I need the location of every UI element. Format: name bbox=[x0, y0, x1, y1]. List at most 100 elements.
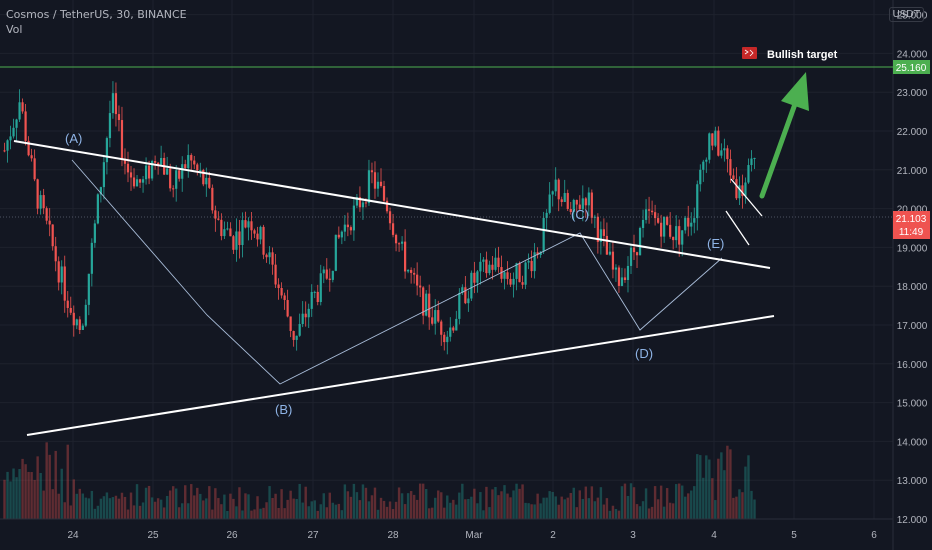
volume-bar bbox=[509, 497, 512, 519]
volume-bar bbox=[732, 497, 735, 519]
candle-body bbox=[283, 295, 286, 301]
volume-bar bbox=[45, 442, 48, 519]
volume-bar bbox=[431, 507, 434, 519]
volume-bar bbox=[479, 492, 482, 519]
candle-body bbox=[650, 210, 654, 213]
candle-body bbox=[422, 287, 425, 316]
candle-body bbox=[160, 157, 163, 165]
volume-bar bbox=[289, 490, 292, 519]
volume-bar bbox=[259, 508, 262, 519]
volume-bar bbox=[647, 508, 651, 519]
candle-body bbox=[614, 267, 618, 270]
volume-bar bbox=[720, 452, 723, 519]
candle-body bbox=[608, 251, 612, 255]
time-axis-labels: 24 25 26 27 28 Mar 2 3 4 5 6 bbox=[67, 530, 877, 541]
lower-trendline[interactable] bbox=[26, 315, 775, 436]
candle-body bbox=[90, 242, 93, 274]
symbol-title[interactable]: Cosmos / TetherUS, 30, BINANCE bbox=[6, 8, 187, 21]
candle-body bbox=[304, 313, 307, 318]
volume-bar bbox=[247, 494, 250, 519]
volume-bar bbox=[78, 488, 82, 519]
candle-body bbox=[256, 233, 259, 240]
volume-bar bbox=[153, 501, 157, 519]
candle-body bbox=[702, 161, 705, 170]
candle-body bbox=[449, 327, 452, 337]
candle-body bbox=[515, 263, 518, 279]
volume-bar bbox=[123, 496, 127, 519]
volume-bar bbox=[361, 484, 365, 519]
candle-body bbox=[244, 220, 247, 228]
volume-bar bbox=[735, 496, 738, 519]
volume-bar bbox=[503, 485, 506, 519]
volume-bar bbox=[12, 468, 15, 519]
candle-body bbox=[587, 192, 590, 206]
volume-indicator-label[interactable]: Vol bbox=[6, 23, 23, 36]
candle-body bbox=[96, 194, 99, 224]
candle-body bbox=[584, 198, 587, 206]
current-price-label: 21.103 bbox=[896, 214, 927, 225]
wave-path[interactable] bbox=[71, 159, 723, 385]
candle-body bbox=[461, 287, 464, 293]
volume-bar bbox=[470, 496, 473, 519]
candle-body bbox=[416, 274, 419, 286]
bullish-arrow[interactable] bbox=[759, 72, 809, 199]
candle-body bbox=[102, 162, 106, 188]
flag-upper-line[interactable] bbox=[730, 178, 763, 217]
volume-bar bbox=[741, 492, 744, 519]
volume-bar bbox=[331, 502, 335, 519]
volume-bar bbox=[253, 509, 256, 519]
volume-bar bbox=[464, 499, 467, 519]
candle-body bbox=[620, 277, 624, 286]
candle-body bbox=[141, 179, 145, 183]
volume-bar bbox=[729, 449, 732, 519]
candle-body bbox=[259, 226, 262, 240]
candle-body bbox=[6, 140, 9, 151]
candle-body bbox=[717, 130, 720, 156]
volume-bar bbox=[271, 497, 274, 519]
candle-body bbox=[87, 273, 90, 305]
candle-body bbox=[187, 155, 190, 169]
volume-bar bbox=[726, 445, 729, 519]
price-tick-label: 21.000 bbox=[897, 166, 928, 177]
currency-unit-badge[interactable]: USDT bbox=[888, 7, 924, 22]
volume-bar bbox=[24, 464, 27, 519]
volume-bar bbox=[427, 508, 431, 519]
volume-bar bbox=[632, 487, 636, 519]
volume-bar bbox=[364, 487, 368, 519]
volume-bar bbox=[575, 507, 578, 519]
candle-body bbox=[675, 226, 678, 241]
candle-body bbox=[63, 266, 66, 301]
candle-body bbox=[446, 336, 449, 343]
volume-bar bbox=[235, 506, 238, 519]
candle-body bbox=[367, 170, 371, 204]
volume-bar bbox=[262, 507, 265, 519]
volume-bar bbox=[693, 486, 696, 519]
candle-body bbox=[551, 191, 554, 195]
volume-bar bbox=[705, 455, 708, 519]
volume-bar bbox=[506, 493, 509, 519]
volume-bar bbox=[171, 486, 175, 519]
candle-body bbox=[711, 133, 714, 146]
candle-body bbox=[666, 217, 669, 225]
volume-bar bbox=[57, 493, 60, 519]
candle-body bbox=[518, 263, 521, 283]
volume-bar bbox=[482, 510, 485, 519]
upper-trendline[interactable] bbox=[13, 140, 771, 269]
flag-lower-line[interactable] bbox=[725, 210, 750, 246]
candle-body bbox=[425, 293, 428, 316]
candle-body bbox=[732, 175, 735, 180]
volume-bar bbox=[66, 444, 69, 519]
candle-body bbox=[533, 252, 536, 272]
candle-body bbox=[286, 300, 289, 317]
volume-bar bbox=[60, 468, 63, 519]
volume-bar bbox=[614, 509, 618, 519]
candle-body bbox=[560, 199, 563, 202]
volume-bar bbox=[48, 454, 51, 519]
volume-bar bbox=[126, 509, 130, 519]
price-tick-label: 15.000 bbox=[897, 399, 928, 410]
volume-bar bbox=[54, 450, 57, 519]
volume-bar bbox=[653, 486, 657, 519]
candle-body bbox=[322, 269, 325, 274]
volume-bar bbox=[611, 505, 615, 519]
